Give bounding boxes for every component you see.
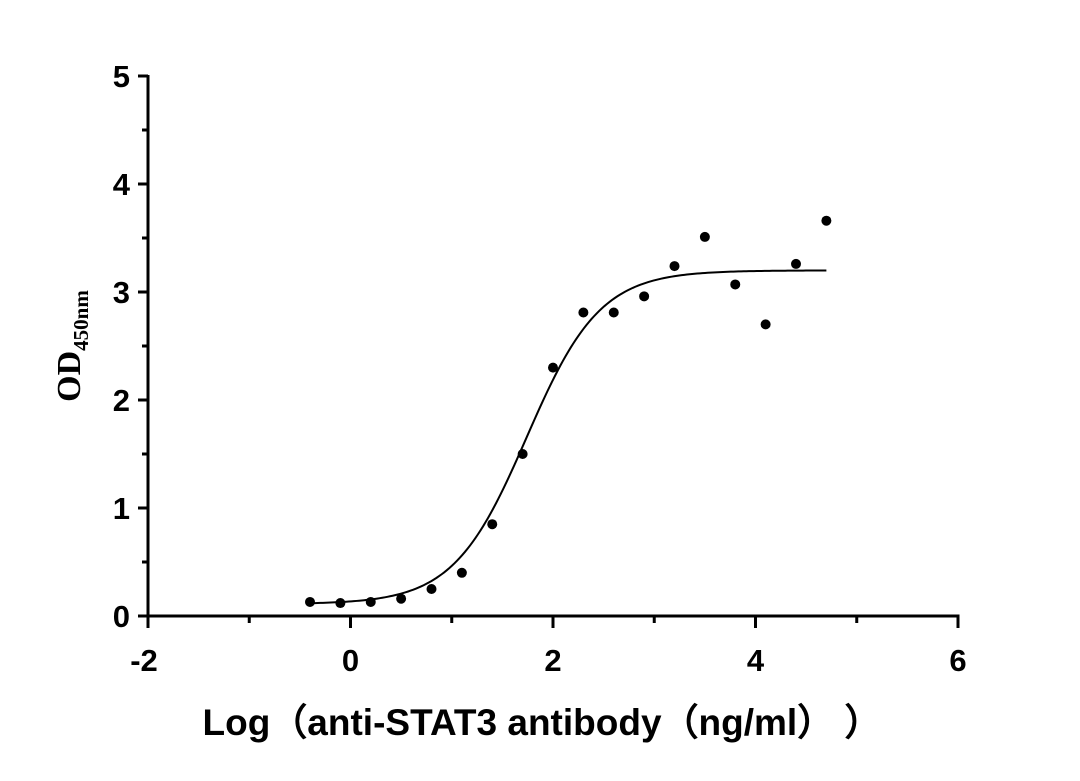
y-axis-title-subscript: 450nm <box>69 290 93 351</box>
data-point <box>426 584 437 594</box>
data-point <box>305 596 315 607</box>
y-axis-title-main: OD <box>51 351 88 402</box>
x-tick-label: 2 <box>544 643 561 678</box>
x-tick-label: -2 <box>130 643 158 678</box>
data-point <box>760 319 771 330</box>
fit-curve <box>309 269 827 605</box>
y-tick-label: 1 <box>113 491 130 526</box>
data-point <box>699 231 710 242</box>
data-point <box>730 279 741 290</box>
data-point <box>578 307 589 318</box>
y-tick-label: 4 <box>113 167 131 202</box>
axes <box>138 74 960 628</box>
data-point <box>608 307 619 318</box>
x-tick-label: 4 <box>747 643 765 678</box>
data-point <box>517 449 528 459</box>
data-point <box>669 261 680 272</box>
y-tick-label: 5 <box>113 59 130 94</box>
data-point <box>821 215 832 226</box>
x-tick-label: 6 <box>949 643 966 678</box>
y-tick-label: 2 <box>113 383 130 418</box>
x-tick-label: 0 <box>342 643 359 678</box>
data-point <box>487 519 498 530</box>
data-point <box>335 598 346 609</box>
x-axis-title: Log（anti-STAT3 antibody（ng/ml） ） <box>203 702 882 743</box>
data-point <box>791 258 801 269</box>
data-point <box>548 362 558 373</box>
data-point <box>396 593 407 604</box>
data-points <box>305 215 832 609</box>
y-tick-label: 0 <box>113 599 130 634</box>
data-point <box>365 596 376 607</box>
data-point <box>639 291 650 302</box>
y-tick-label: 3 <box>113 275 130 310</box>
y-axis-title: OD450nm <box>51 290 93 402</box>
data-point <box>456 567 467 578</box>
